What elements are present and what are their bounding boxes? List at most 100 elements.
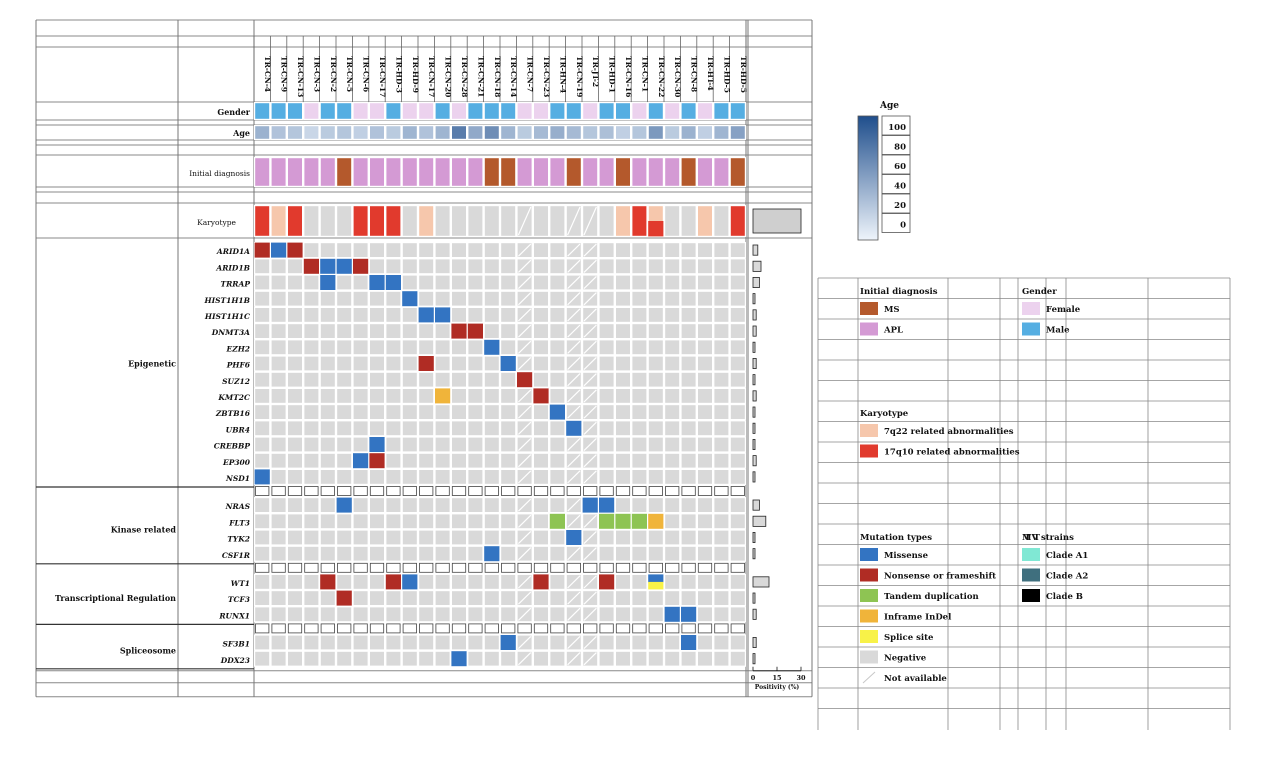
gene-cell [319,545,337,562]
gene-cell [713,242,730,259]
sample-label: TR-CN-1 [640,56,649,92]
gene-label: DNMT3A [211,328,250,337]
positivity-bar [752,471,756,483]
gene-cell [696,387,714,404]
age-tick-box [881,135,911,155]
gender-cell [516,101,533,120]
gene-cell [713,529,730,546]
gene-cell [680,468,697,485]
gene-cell [532,606,550,623]
gender-cell [631,101,648,120]
diagnosis-cell [336,157,353,188]
gene-cell [352,290,369,307]
mutation-missense [681,635,697,650]
gene-label: ARID1A [216,247,250,256]
sample-label: TR-HN-4 [558,56,567,93]
gene-cell [713,545,730,562]
gene-cell [631,274,648,291]
spacer-cell [320,486,335,496]
gene-cell [663,404,681,421]
gene-cell [336,634,353,651]
gene-cell [418,387,435,404]
gene-cell [647,420,665,437]
gene-cell [729,513,747,530]
sample-label: TR-HD-9 [411,56,420,93]
age-cell [713,124,730,140]
gene-cell [729,339,747,356]
gender-cell [352,101,369,120]
mutation-splice [648,581,664,590]
positivity-bar [752,357,757,369]
gene-cell [352,497,369,514]
gene-cell [336,290,353,307]
gene-cell [696,371,714,388]
sample-label: TR-CN-5 [345,56,354,92]
gene-cell [647,650,665,667]
not-available-slash [583,454,597,468]
gene-cell [500,258,517,275]
gene-cell [729,306,747,323]
karyotype-cell [696,205,714,238]
spacer-cell [271,623,286,634]
gene-cell [467,242,484,259]
gene-cell [532,545,550,562]
spacer-cell [697,623,713,634]
sample-label: TR-JT-2 [591,56,600,87]
gene-cell [254,420,271,437]
spacer-cell [665,562,680,573]
gene-cell [450,468,468,485]
gene-cell [254,529,271,546]
sample-label: TR-CN-3 [312,56,321,92]
not-available-slash [567,405,581,419]
diagnosis-cell [516,157,533,188]
not-available-slash [517,454,532,468]
spacer-cell [468,623,483,634]
spacer-cell [632,486,647,496]
gene-cell [500,420,517,437]
gene-cell [303,650,320,667]
gene-cell [254,606,271,623]
karyotype-cell [614,205,632,238]
gene-cell [434,371,451,388]
not-available-slash [583,437,597,452]
karyotype-cell [254,205,271,238]
gender-cell [598,101,615,120]
gene-cell [729,404,747,421]
strains-legend-label: Clade A1 [1046,551,1088,561]
sample-label: TR-CN-7 [526,56,535,92]
gene-cell [631,290,648,307]
gene-cell [319,387,337,404]
mutation-nonsense [533,574,549,590]
not-available-slash [567,635,581,650]
age-tick-label: 20 [894,201,906,211]
gene-cell [434,290,451,307]
gender-label: Gender [217,107,250,117]
gene-cell [303,513,320,530]
gene-cell [303,274,320,291]
age-cell [352,124,369,140]
gene-cell [270,404,287,421]
not-available-slash [583,514,597,528]
gender-cell [565,101,583,120]
not-available-slash [517,340,532,354]
gene-cell [434,355,451,372]
gene-cell [549,497,566,514]
gene-cell [319,371,337,388]
spacer-cell [369,623,385,634]
gene-cell [434,468,451,485]
gene-cell [483,258,501,275]
gene-cell [319,468,337,485]
mutation-legend-label: Missense [884,551,929,561]
gene-cell [385,634,402,651]
gene-cell [385,339,402,356]
not-available-slash [583,421,597,435]
gene-cell [647,290,665,307]
gene-cell [598,529,615,546]
gene-cell [680,258,697,275]
gender-legend-swatch [1022,322,1040,336]
positivity-bar [752,309,757,321]
gender-cell [336,101,353,120]
karyotype-cell [680,205,697,238]
karyotype-cell [631,205,648,238]
gene-cell [467,274,484,291]
